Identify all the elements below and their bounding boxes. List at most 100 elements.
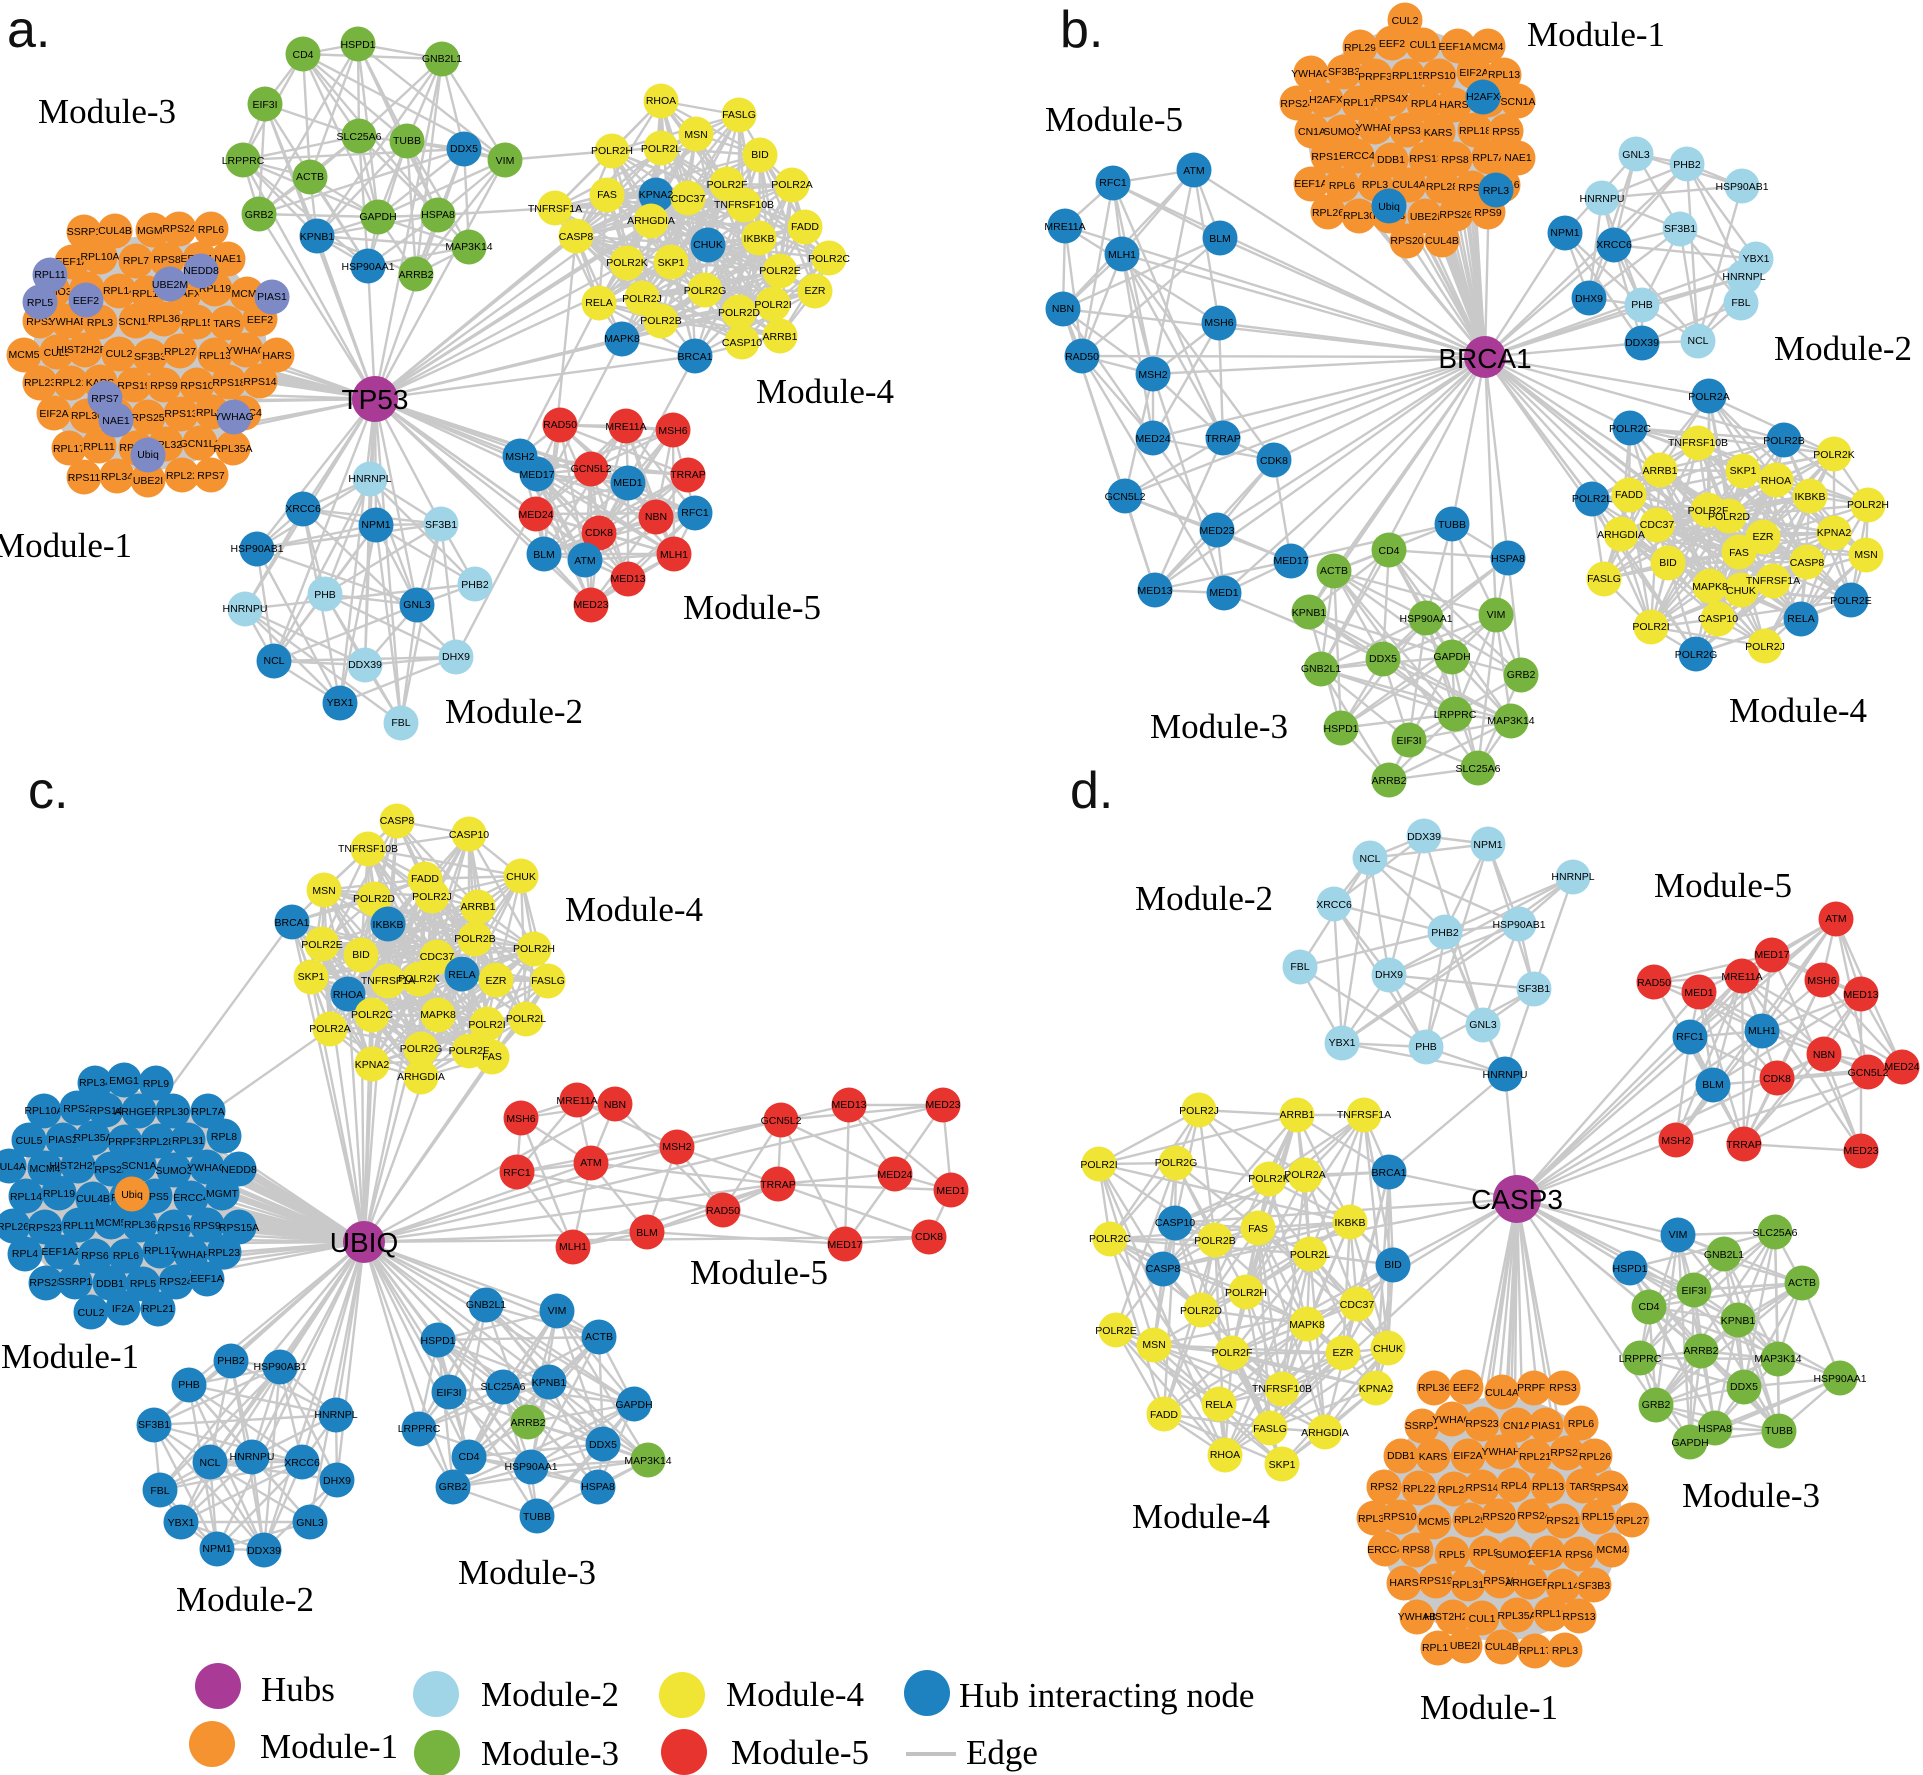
svg-text:SUMO3: SUMO3 [155, 1165, 193, 1177]
svg-text:Module-4: Module-4 [726, 1675, 864, 1714]
svg-text:MCM4: MCM4 [1473, 41, 1504, 53]
svg-text:XRCC6: XRCC6 [285, 503, 321, 515]
svg-text:Module-2: Module-2 [445, 692, 583, 731]
svg-text:RPL21: RPL21 [142, 1303, 174, 1315]
svg-text:MRE11A: MRE11A [1721, 971, 1762, 983]
svg-text:TUBB: TUBB [1765, 1425, 1793, 1437]
svg-text:CHUK: CHUK [1373, 1343, 1403, 1355]
svg-text:MCM5: MCM5 [96, 1217, 127, 1229]
svg-text:UBE2I: UBE2I [133, 475, 163, 487]
svg-text:CD4: CD4 [1378, 545, 1399, 557]
svg-text:CASP8: CASP8 [1146, 1263, 1181, 1275]
svg-text:EEF1A2: EEF1A2 [41, 1246, 80, 1258]
svg-text:NCL: NCL [1359, 853, 1380, 865]
svg-text:HSPD1: HSPD1 [1323, 723, 1358, 735]
svg-text:RPL21: RPL21 [1519, 1451, 1551, 1463]
svg-text:ATM: ATM [580, 1157, 601, 1169]
svg-text:PHB: PHB [178, 1379, 200, 1391]
svg-text:MED17: MED17 [519, 469, 554, 481]
svg-text:POLR2C: POLR2C [351, 1009, 393, 1021]
svg-text:POLR2J: POLR2J [412, 891, 452, 903]
svg-text:CDC37: CDC37 [1340, 1299, 1375, 1311]
svg-text:RPL10A: RPL10A [24, 1105, 63, 1117]
svg-text:HNRNPU: HNRNPU [1580, 193, 1625, 205]
svg-text:Module-2: Module-2 [176, 1580, 314, 1619]
svg-text:ARHGEF4: ARHGEF4 [1505, 1577, 1555, 1589]
svg-text:b.: b. [1060, 1, 1103, 59]
svg-text:HSPD1: HSPD1 [340, 39, 375, 51]
svg-text:POLR2L: POLR2L [641, 143, 681, 155]
svg-text:RELA: RELA [585, 297, 612, 309]
svg-text:HSPA8: HSPA8 [1698, 1423, 1732, 1435]
svg-text:CASP8: CASP8 [380, 815, 415, 827]
svg-text:POLR2G: POLR2G [684, 285, 727, 297]
svg-text:MED23: MED23 [925, 1099, 960, 1111]
svg-text:LRPPRC: LRPPRC [1434, 709, 1477, 721]
svg-text:RPS13: RPS13 [1409, 153, 1442, 165]
svg-text:MLH1: MLH1 [660, 549, 688, 561]
svg-text:PHB2: PHB2 [1431, 927, 1459, 939]
svg-text:MED13: MED13 [831, 1099, 866, 1111]
svg-text:RPS14: RPS14 [89, 1105, 122, 1117]
svg-text:RPL28: RPL28 [1438, 1484, 1470, 1496]
svg-text:POLR2F: POLR2F [1688, 505, 1729, 517]
svg-text:TNFRSF10B: TNFRSF10B [1252, 1383, 1312, 1395]
svg-text:BID: BID [352, 949, 370, 961]
svg-text:POLR2B: POLR2B [640, 315, 681, 327]
svg-text:RFC1: RFC1 [681, 507, 709, 519]
svg-text:HSP90AA1: HSP90AA1 [504, 1461, 557, 1473]
svg-text:ERCC4: ERCC4 [1339, 150, 1375, 162]
svg-text:KPNA2: KPNA2 [355, 1059, 390, 1071]
svg-text:CASP3: CASP3 [1471, 1184, 1563, 1215]
svg-text:RPS24: RPS24 [162, 223, 195, 235]
svg-text:POLR2L: POLR2L [506, 1013, 546, 1025]
svg-text:SKP1: SKP1 [1730, 465, 1757, 477]
svg-text:RPS16: RPS16 [157, 1222, 190, 1234]
svg-text:ATM: ATM [1183, 165, 1204, 177]
svg-text:CUL4B: CUL4B [1485, 1641, 1519, 1653]
svg-text:YWHAB: YWHAB [1356, 122, 1395, 134]
svg-text:RPL14: RPL14 [10, 1191, 42, 1203]
svg-text:RPS14: RPS14 [1465, 1482, 1498, 1494]
svg-text:RPL11: RPL11 [63, 1220, 94, 1232]
svg-text:MGMT: MGMT [206, 1188, 239, 1200]
svg-text:ARRB1: ARRB1 [460, 901, 495, 913]
svg-text:HNRNPU: HNRNPU [1483, 1069, 1528, 1081]
svg-text:VIM: VIM [1487, 609, 1506, 621]
svg-text:RPL5: RPL5 [1439, 1549, 1465, 1561]
svg-text:GAPDH: GAPDH [359, 211, 396, 223]
svg-text:POLR2D: POLR2D [353, 893, 395, 905]
svg-text:POLR2F: POLR2F [449, 1045, 490, 1057]
svg-text:d.: d. [1070, 762, 1113, 820]
svg-text:FASLG: FASLG [531, 975, 565, 987]
svg-text:MSH6: MSH6 [1204, 317, 1233, 329]
svg-text:KPNA2: KPNA2 [1359, 1383, 1394, 1395]
svg-text:SF3B1: SF3B1 [138, 1419, 170, 1431]
svg-text:KPNB1: KPNB1 [1292, 607, 1327, 619]
svg-text:CDC37: CDC37 [420, 951, 455, 963]
svg-text:EIF2A: EIF2A [1459, 67, 1488, 79]
svg-text:RPL18: RPL18 [1459, 125, 1491, 137]
svg-text:GRB2: GRB2 [439, 1481, 468, 1493]
svg-text:EMG1: EMG1 [109, 1075, 139, 1087]
svg-text:GNB2L1: GNB2L1 [1704, 1249, 1744, 1261]
svg-text:RPL35A: RPL35A [213, 443, 252, 455]
svg-text:RPL11: RPL11 [34, 269, 65, 281]
svg-text:ARHGDIA: ARHGDIA [1597, 529, 1645, 541]
svg-text:HARS: HARS [262, 350, 291, 362]
svg-text:RHOA: RHOA [646, 95, 676, 107]
svg-text:RPL30: RPL30 [1343, 210, 1375, 222]
svg-text:PHB2: PHB2 [461, 579, 489, 591]
svg-text:EIF3I: EIF3I [252, 99, 277, 111]
svg-text:RPS7: RPS7 [197, 470, 225, 482]
svg-text:RPS24: RPS24 [1517, 1510, 1550, 1522]
svg-text:HNRNPL: HNRNPL [1551, 871, 1594, 883]
svg-text:PHB2: PHB2 [217, 1355, 245, 1367]
svg-text:SKP1: SKP1 [1269, 1459, 1296, 1471]
svg-text:RPS21: RPS21 [1546, 1515, 1579, 1527]
svg-text:YWHAH: YWHAH [1481, 1446, 1520, 1458]
svg-text:MSH6: MSH6 [506, 1113, 535, 1125]
svg-text:NPM1: NPM1 [361, 519, 390, 531]
svg-text:MED1: MED1 [1684, 987, 1713, 999]
svg-text:CN1A: CN1A [1503, 1420, 1531, 1432]
